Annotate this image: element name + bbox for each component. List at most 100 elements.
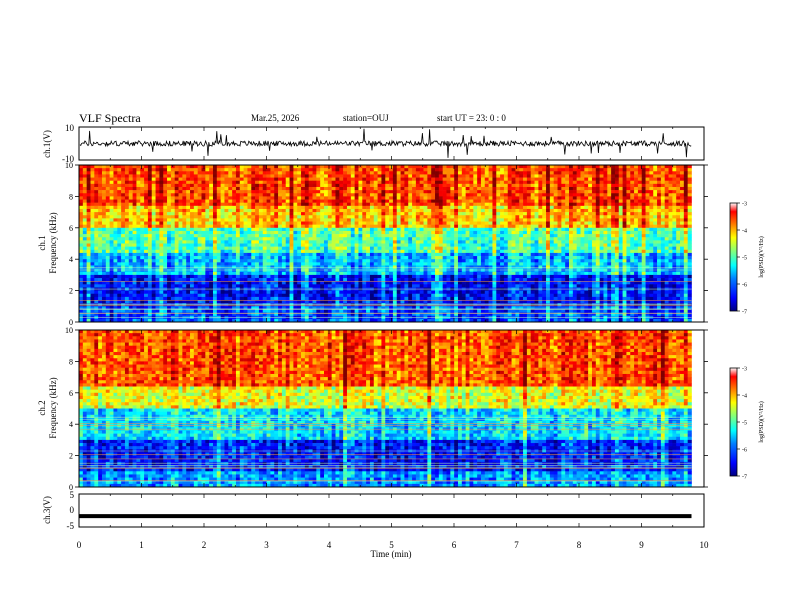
spectrogram-cell [163,252,168,257]
spectrogram-cell [293,256,298,260]
spectrogram-cell [205,186,210,191]
spectrogram-cell [580,196,585,200]
spectrogram-cell [209,237,214,241]
spectrogram-cell [523,190,528,194]
spectrogram-cell [446,205,451,210]
spectrogram-cell [389,234,394,238]
spectrogram-cell [285,259,290,263]
spectrogram-cell [607,212,612,216]
spectrogram-cell [190,199,195,203]
spectrogram-cell [174,259,179,263]
spectrogram-cell [350,205,355,210]
spectrogram-cell [182,252,187,257]
spectrogram-cell [653,230,658,235]
spectrogram-cell [503,252,509,257]
spectrogram-cell [90,252,95,257]
spectrogram-cell [461,215,466,219]
spectrogram-cell [626,186,631,191]
spectrogram-cell [603,199,608,203]
spectrogram-cell [239,180,244,185]
spectrogram-cell [607,168,612,172]
spectrogram-cell [316,237,321,241]
spectrogram-cell [209,224,214,229]
spectrogram-cell [366,202,371,207]
spectrogram-cell [454,224,459,229]
spectrogram-cell [228,180,233,185]
spectrogram-cell [262,193,267,197]
spectrogram-cell [346,243,352,247]
spectrogram-cell [641,227,646,232]
spectrogram-cell [186,205,191,210]
spectrogram-cell [465,177,470,181]
spectrogram-cell [465,180,470,185]
spectrogram-cell [519,234,524,238]
spectrogram-cell [228,196,233,200]
spectrogram-cell [98,237,103,241]
spectrogram-cell [301,180,306,185]
spectrogram-cell [212,230,218,235]
spectrogram-cell [488,171,493,175]
spectrogram-cell [301,259,306,263]
spectrogram-cell [301,196,306,200]
spectrogram-cell [599,259,604,263]
spectrogram-cell [224,196,229,200]
spectrogram-cell [366,212,371,216]
spectrogram-cell [128,221,133,225]
spectrogram-cell [243,259,248,263]
spectrogram-cell [324,186,329,191]
spectrogram-cell [124,193,130,197]
spectrogram-cell [247,180,252,185]
spectrogram-cell [178,168,183,172]
spectrogram-cell [105,174,110,178]
spectrogram-cell [511,252,516,257]
spectrogram-cell [542,227,547,232]
spectrogram-cell [599,186,604,191]
spectrogram-cell [132,240,137,244]
spectrogram-cell [484,224,489,229]
spectrogram-cell [477,246,482,251]
spectrogram-cell [117,171,122,175]
spectrogram-cell [86,230,91,235]
spectrogram-cell [109,180,114,185]
spectrogram-cell [121,259,126,263]
spectrogram-cell [94,205,99,210]
spectrogram-cell [595,180,600,185]
spectrogram-cell [79,205,84,210]
spectrogram-cell [324,177,329,181]
spectrogram-cell [278,243,283,247]
spectrogram-cell [381,240,386,244]
spectrogram-cell [389,249,394,254]
spectrogram-cell [526,252,532,257]
spectrogram-cell [626,240,631,244]
spectrogram-cell [649,190,654,194]
spectrogram-cell [201,208,206,213]
spectrogram-cell [98,262,103,266]
spectrogram-cell [557,234,562,238]
spectrogram-cell [668,199,673,203]
spectrogram-cell [645,243,650,247]
spectrogram-cell [480,208,486,213]
spectrogram-cell [201,243,206,247]
spectrogram-cell [101,221,107,225]
spectrogram-cell [90,215,95,219]
spectrogram-cell [676,208,681,213]
spectrogram-cell [86,249,91,254]
spectrogram-cell [289,221,294,225]
spectrogram-cell [584,193,589,197]
spectrogram-cell [450,237,455,241]
spectrogram-cell [415,202,421,207]
spectrogram-cell [285,227,290,232]
spectrogram-cell [339,168,344,172]
spectrogram-cell [603,180,608,185]
spectrogram-cell [258,196,264,200]
spectrogram-cell [373,243,378,247]
spectrogram-cell [316,224,321,229]
spectrogram-cell [94,262,99,266]
spectrogram-cell [331,190,336,194]
spectrogram-cell [503,202,509,207]
spectrogram-cell [346,183,352,188]
spectrogram-cell [155,259,160,263]
spectrogram-cell [626,168,631,172]
spectrogram-cell [193,246,198,251]
spectrogram-cell [297,215,302,219]
